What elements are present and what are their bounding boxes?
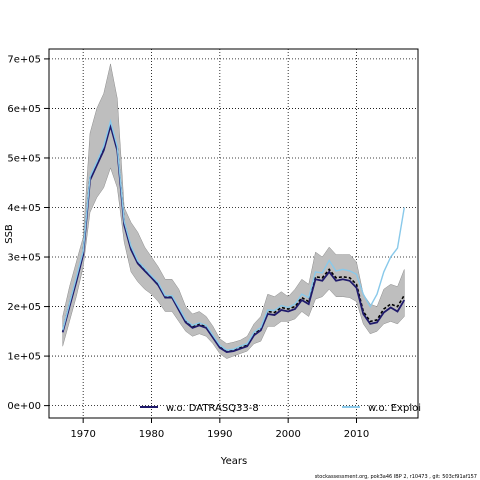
y-tick-label-1: 1e+05 <box>7 352 41 363</box>
y-tick-label-2: 2e+05 <box>7 302 41 313</box>
x-axis-label: Years <box>220 456 247 467</box>
y-tick-label-6: 6e+05 <box>7 104 41 115</box>
footnote: stockassessment.org, pok3a46 IBP 2, r104… <box>314 474 477 480</box>
x-tick-label-1: 1980 <box>139 429 164 440</box>
x-tick-label-0: 1970 <box>70 429 95 440</box>
x-axis-ticks: 1970 1980 1990 2000 2010 <box>70 418 369 440</box>
plot-frame <box>48 48 419 419</box>
x-tick-label-3: 2000 <box>275 429 300 440</box>
legend: w.o. DATRASQ33-8 w.o. Exploi <box>140 403 421 414</box>
y-tick-label-4: 4e+05 <box>7 203 41 214</box>
y-tick-label-7: 7e+05 <box>7 54 41 65</box>
confidence-band-layer <box>62 63 405 359</box>
y-tick-label-3: 3e+05 <box>7 253 41 264</box>
legend-label-0: w.o. DATRASQ33-8 <box>166 403 259 414</box>
series-lines <box>61 118 406 354</box>
confidence-band <box>62 63 405 359</box>
series-line-2 <box>62 118 405 351</box>
x-tick-label-4: 2010 <box>344 429 369 440</box>
y-tick-label-0: 0e+00 <box>7 401 41 412</box>
legend-label-1: w.o. Exploi <box>368 403 421 414</box>
y-axis-label: SSB <box>4 224 15 244</box>
y-tick-label-5: 5e+05 <box>7 153 41 164</box>
x-tick-label-2: 1990 <box>207 429 232 440</box>
y-axis-ticks: 0e+00 1e+05 2e+05 3e+05 4e+05 5e+05 6e+05 7e+05 <box>7 54 49 412</box>
